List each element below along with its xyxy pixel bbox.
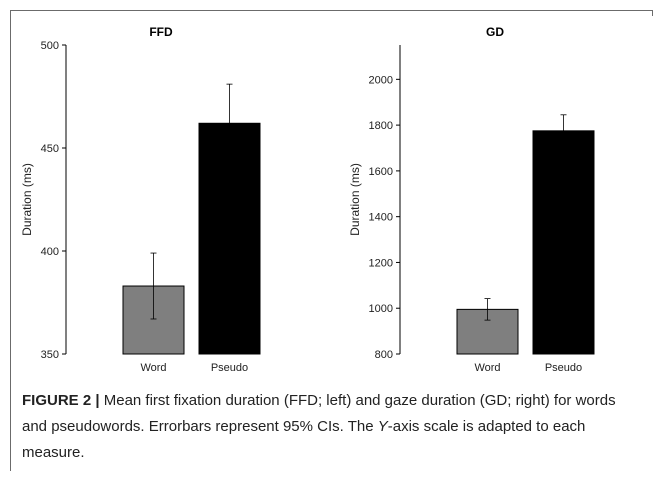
- gd-bar-pseudo: [532, 130, 595, 355]
- ffd-y-tick-label-500: 500: [41, 40, 59, 52]
- ffd-y-tick-label-450: 450: [41, 143, 59, 155]
- gd-title: GD: [486, 25, 504, 39]
- figure-frame-left: [10, 10, 11, 471]
- gd-y-tick-label-1600: 1600: [369, 166, 393, 178]
- caption-separator: |: [95, 392, 100, 409]
- ffd-x-tick-label-word: Word: [140, 362, 166, 374]
- caption-italic-axis: Y: [377, 418, 388, 435]
- caption-label: FIGURE 2: [22, 392, 92, 409]
- figure-caption: FIGURE 2 | Mean first fixation duration …: [22, 388, 622, 466]
- gd-x-tick-label-pseudo: Pseudo: [545, 362, 582, 374]
- ffd-y-axis-label: Duration (ms): [20, 163, 34, 236]
- ffd-y-tick-label-400: 400: [41, 246, 59, 258]
- ffd-title: FFD: [149, 25, 173, 39]
- gd-y-tick-label-1400: 1400: [369, 212, 393, 224]
- ffd-y-tick-label-350: 350: [41, 349, 59, 361]
- figure-charts: 350 400 450 500 FFD Duration (ms) Word Pseudo 80…: [20, 25, 595, 374]
- gd-y-axis-label: Duration (ms): [348, 163, 362, 236]
- gd-y-tick-label-800: 800: [375, 349, 393, 361]
- figure-frame-top: [10, 10, 653, 11]
- ffd-x-tick-label-pseudo: Pseudo: [211, 362, 248, 374]
- figure-frame-right: [652, 10, 653, 16]
- gd-y-tick-label-1800: 1800: [369, 120, 393, 132]
- gd-y-tick-label-1200: 1200: [369, 257, 393, 269]
- gd-y-tick-label-2000: 2000: [369, 74, 393, 86]
- caption-text-part1: Mean first fixation duration (FFD; left)…: [22, 392, 616, 435]
- caption-text-part2: -axis scale is adapted to each measure.: [22, 418, 586, 461]
- gd-y-tick-label-1000: 1000: [369, 303, 393, 315]
- gd-x-tick-label-word: Word: [474, 362, 500, 374]
